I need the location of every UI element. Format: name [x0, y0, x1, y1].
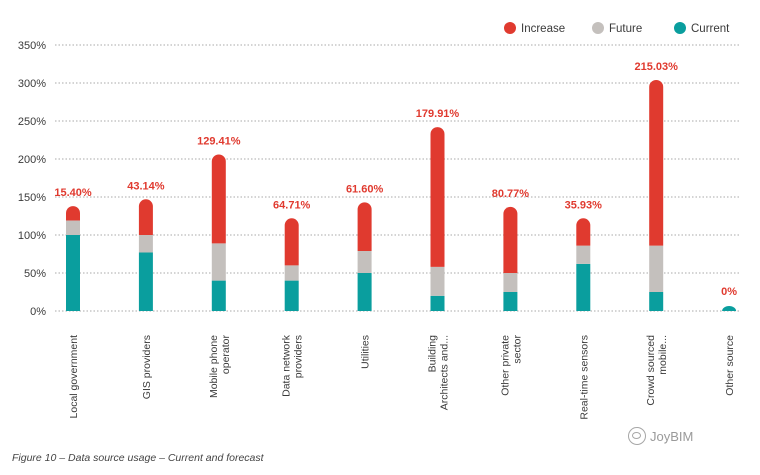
- data-label: 64.71%: [273, 199, 311, 211]
- category-label-line: Utilities: [360, 335, 372, 369]
- category-label-line: Architects and...: [439, 335, 451, 410]
- category-label: Crowd sourced mobile...: [645, 335, 669, 406]
- y-tick-label: 300%: [18, 78, 46, 90]
- bar-current: [722, 306, 737, 311]
- bar-future: [576, 245, 591, 264]
- bar-increase: [66, 206, 80, 221]
- category-label: Other source: [724, 335, 736, 396]
- category-label-line: Building: [427, 335, 439, 373]
- bar-current: [503, 292, 518, 311]
- bar-future: [138, 235, 153, 253]
- watermark: JoyBIM: [628, 427, 693, 445]
- category-label-line: Data network: [281, 334, 293, 397]
- bar-future: [503, 273, 518, 292]
- bar-future: [430, 266, 445, 296]
- data-label: 179.91%: [416, 108, 460, 120]
- bar-current: [649, 292, 664, 311]
- data-label: 215.03%: [634, 61, 678, 73]
- bar-current: [66, 235, 80, 311]
- data-label: 35.93%: [565, 199, 603, 211]
- y-tick-label: 100%: [18, 230, 46, 242]
- data-label: 15.40%: [54, 187, 92, 199]
- bar-increase: [357, 202, 372, 251]
- data-label: 61.60%: [346, 183, 384, 195]
- bar-future: [66, 220, 80, 235]
- bar-increase: [138, 199, 153, 235]
- y-tick-label: 200%: [18, 154, 46, 166]
- category-label-line: Other private: [499, 335, 511, 396]
- y-tick-label: 350%: [18, 40, 46, 52]
- data-label: 43.14%: [127, 180, 165, 192]
- bar-increase: [211, 154, 226, 244]
- bar-increase: [503, 206, 518, 273]
- y-tick-label: 150%: [18, 192, 46, 204]
- bar-increase: [576, 218, 591, 246]
- y-tick-label: 250%: [18, 116, 46, 128]
- category-label: Building Architects and...: [427, 335, 451, 410]
- bar-current: [430, 295, 445, 311]
- bar-current: [284, 280, 299, 311]
- category-label-line: sector: [511, 334, 523, 363]
- bar-future: [284, 265, 299, 281]
- category-label-line: mobile...: [657, 335, 669, 375]
- data-label: 129.41%: [197, 135, 241, 147]
- legend-label: Current: [691, 23, 730, 35]
- legend-label: Increase: [521, 23, 565, 35]
- category-label-line: Real-time sensors: [578, 335, 590, 420]
- category-label-line: Mobile phone: [208, 335, 220, 398]
- bar-current: [211, 280, 226, 311]
- category-label: Other private sector: [499, 334, 523, 395]
- bar-future: [649, 245, 664, 292]
- category-label: Mobile phone operator: [208, 334, 232, 398]
- y-tick-label: 50%: [24, 268, 46, 280]
- bar-increase: [649, 79, 664, 246]
- bar-increase: [430, 127, 445, 267]
- category-label-line: Local government: [68, 335, 80, 419]
- bar-current: [357, 273, 372, 311]
- legend-label: Future: [609, 23, 642, 35]
- category-label-line: Crowd sourced: [645, 335, 657, 406]
- data-label: 80.77%: [492, 188, 530, 200]
- bar-current: [138, 252, 153, 311]
- bar-future: [357, 250, 372, 273]
- category-label: Utilities: [360, 335, 372, 369]
- legend-swatch-future: [592, 22, 604, 34]
- category-label-line: providers: [293, 335, 305, 378]
- bar-current: [576, 263, 591, 311]
- category-label: Local government: [68, 335, 80, 419]
- legend-swatch-increase: [504, 22, 516, 34]
- wechat-icon: [628, 427, 646, 445]
- bar-future: [211, 243, 226, 281]
- data-label: 0%: [721, 286, 737, 298]
- category-label: Data network providers: [281, 334, 305, 397]
- category-label-line: operator: [220, 334, 232, 374]
- category-label-line: GIS providers: [141, 335, 153, 399]
- legend-swatch-current: [674, 22, 686, 34]
- y-tick-label: 0%: [30, 306, 46, 318]
- category-label: GIS providers: [141, 335, 153, 399]
- figure-caption: Figure 10 – Data source usage – Current …: [12, 452, 264, 464]
- category-label-line: Other source: [724, 335, 736, 396]
- bar-increase: [284, 218, 299, 266]
- watermark-text: JoyBIM: [650, 428, 694, 444]
- category-label: Real-time sensors: [578, 335, 590, 420]
